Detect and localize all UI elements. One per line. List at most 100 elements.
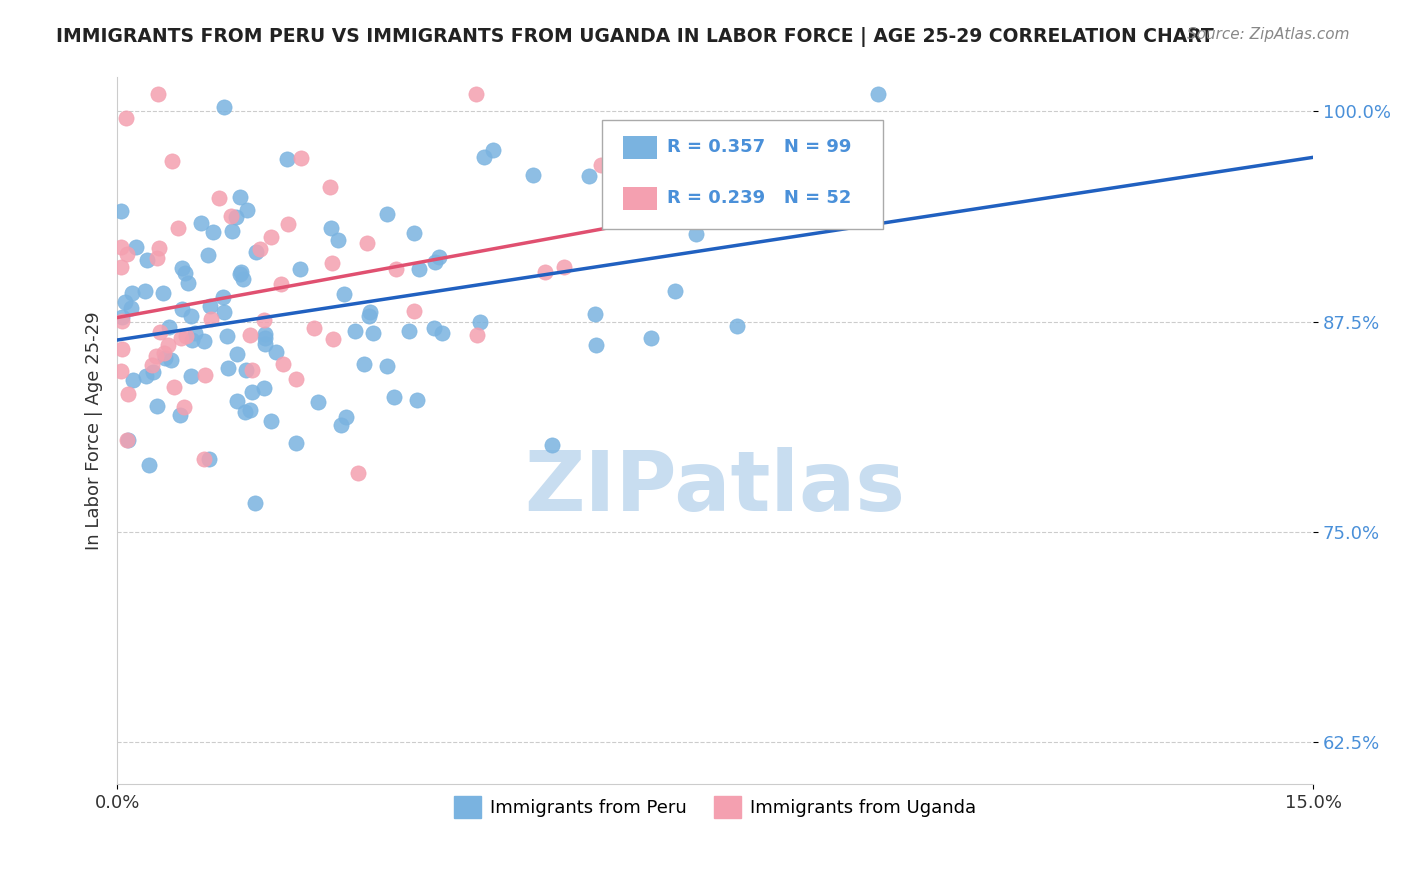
- Point: [703, 194, 725, 208]
- Point: [117, 433, 139, 447]
- Point: [235, 202, 257, 217]
- Point: [326, 233, 349, 247]
- Text: Source: ZipAtlas.com: Source: ZipAtlas.com: [1187, 27, 1350, 42]
- Point: [253, 326, 276, 341]
- Point: [468, 315, 491, 329]
- Point: [356, 236, 378, 251]
- Point: [353, 357, 375, 371]
- Point: [122, 373, 145, 387]
- Point: [239, 328, 262, 343]
- Point: [277, 217, 299, 231]
- Point: [322, 332, 344, 346]
- Point: [423, 254, 446, 268]
- Point: [398, 324, 420, 338]
- Point: [225, 210, 247, 224]
- Point: [177, 276, 200, 290]
- Point: [482, 143, 505, 157]
- Point: [866, 87, 889, 102]
- Point: [375, 359, 398, 374]
- Point: [226, 394, 249, 409]
- Point: [134, 284, 156, 298]
- Point: [149, 325, 172, 339]
- Point: [408, 262, 430, 277]
- Point: [141, 358, 163, 372]
- Point: [253, 313, 276, 327]
- Point: [111, 342, 134, 356]
- Point: [200, 312, 222, 326]
- Point: [404, 226, 426, 240]
- Point: [146, 399, 169, 413]
- Point: [174, 328, 197, 343]
- Point: [193, 452, 215, 467]
- Point: [321, 255, 343, 269]
- Point: [357, 309, 380, 323]
- Point: [591, 158, 613, 172]
- Point: [343, 324, 366, 338]
- Point: [307, 394, 329, 409]
- Point: [465, 328, 488, 343]
- Point: [253, 331, 276, 345]
- Point: [359, 305, 381, 319]
- Point: [170, 302, 193, 317]
- Point: [464, 87, 486, 102]
- FancyBboxPatch shape: [623, 136, 657, 159]
- Point: [221, 224, 243, 238]
- Point: [162, 380, 184, 394]
- Point: [142, 365, 165, 379]
- Point: [260, 414, 283, 428]
- Point: [270, 277, 292, 291]
- Point: [285, 372, 308, 386]
- Point: [583, 307, 606, 321]
- Point: [125, 240, 148, 254]
- Point: [111, 314, 134, 328]
- Point: [232, 272, 254, 286]
- Point: [135, 369, 157, 384]
- Point: [152, 286, 174, 301]
- Point: [363, 326, 385, 340]
- Point: [208, 190, 231, 204]
- Point: [170, 261, 193, 276]
- Point: [194, 368, 217, 382]
- Point: [249, 243, 271, 257]
- Point: [217, 360, 239, 375]
- Point: [382, 390, 405, 404]
- Point: [110, 203, 132, 218]
- Point: [228, 190, 250, 204]
- Point: [522, 168, 544, 182]
- Point: [333, 286, 356, 301]
- Point: [197, 248, 219, 262]
- Point: [276, 152, 298, 166]
- Text: IMMIGRANTS FROM PERU VS IMMIGRANTS FROM UGANDA IN LABOR FORCE | AGE 25-29 CORREL: IMMIGRANTS FROM PERU VS IMMIGRANTS FROM …: [56, 27, 1213, 46]
- Point: [198, 451, 221, 466]
- Point: [685, 227, 707, 242]
- Point: [264, 344, 287, 359]
- Point: [427, 250, 450, 264]
- Point: [174, 266, 197, 280]
- Point: [180, 309, 202, 323]
- Point: [404, 304, 426, 318]
- Point: [117, 387, 139, 401]
- Text: ZIPatlas: ZIPatlas: [524, 447, 905, 528]
- Point: [148, 241, 170, 255]
- Point: [578, 169, 600, 183]
- Point: [375, 207, 398, 221]
- Point: [110, 240, 132, 254]
- Legend: Immigrants from Peru, Immigrants from Uganda: Immigrants from Peru, Immigrants from Ug…: [447, 789, 984, 825]
- Point: [245, 496, 267, 510]
- Point: [152, 346, 174, 360]
- Point: [115, 247, 138, 261]
- Point: [406, 393, 429, 408]
- Point: [146, 252, 169, 266]
- Point: [346, 466, 368, 480]
- Point: [226, 347, 249, 361]
- Point: [173, 400, 195, 414]
- Point: [302, 321, 325, 335]
- Text: R = 0.239   N = 52: R = 0.239 N = 52: [668, 188, 852, 207]
- Point: [114, 294, 136, 309]
- Point: [233, 405, 256, 419]
- Point: [253, 380, 276, 394]
- Point: [285, 436, 308, 450]
- Point: [335, 409, 357, 424]
- Point: [472, 150, 495, 164]
- Point: [290, 152, 312, 166]
